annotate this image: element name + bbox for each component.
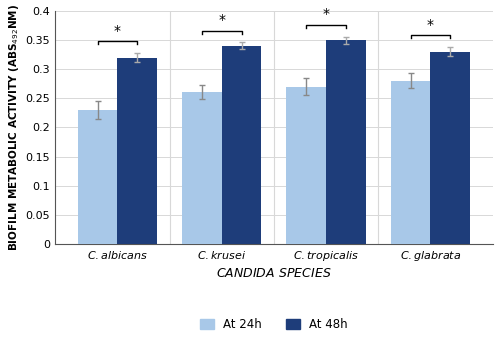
Bar xyxy=(78,110,118,244)
Bar xyxy=(430,52,470,244)
Bar xyxy=(118,58,157,244)
Bar xyxy=(326,40,366,244)
Text: *: * xyxy=(427,18,434,32)
Legend: At 24h, At 48h: At 24h, At 48h xyxy=(195,313,352,336)
Bar xyxy=(222,46,262,244)
Bar xyxy=(391,81,430,244)
Text: *: * xyxy=(322,8,330,21)
Text: *: * xyxy=(114,24,121,38)
Y-axis label: BIOFILM METABOLIC ACTIVITY (ABS$_{492}$NM): BIOFILM METABOLIC ACTIVITY (ABS$_{492}$N… xyxy=(7,4,21,251)
X-axis label: $\it{CANDIDA}$ $\it{SPECIES}$: $\it{CANDIDA}$ $\it{SPECIES}$ xyxy=(216,267,332,280)
Bar xyxy=(286,87,326,244)
Bar xyxy=(182,92,222,244)
Text: *: * xyxy=(218,13,225,27)
